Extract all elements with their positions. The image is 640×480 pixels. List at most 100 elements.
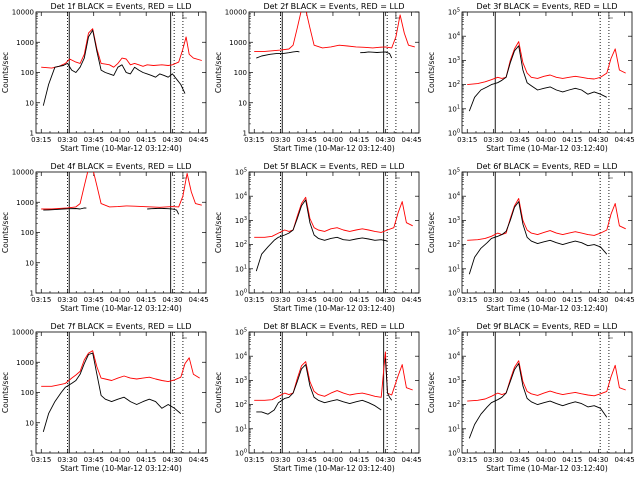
events-series-line: [255, 199, 388, 272]
interval-bracket: [182, 13, 187, 19]
x-tick-label: 03:45: [297, 296, 317, 304]
y-tick-label: 1000: [229, 39, 247, 47]
events-series-line: [360, 51, 393, 59]
x-tick-label: 04:30: [588, 456, 608, 464]
x-tick-label: 04:45: [615, 136, 635, 144]
x-tick-label: 03:45: [510, 456, 530, 464]
x-tick-label: 04:30: [588, 296, 608, 304]
y-tick-label: 10000: [12, 329, 34, 337]
y-tick-label: 10000: [225, 9, 247, 17]
detector-panel: Det 2f BLACK = Events, RED = LLD 03:15 03:…: [213, 0, 426, 160]
y-tick-label: 10000: [12, 169, 34, 177]
y-tick-label: 102: [235, 400, 247, 409]
x-axis-label: Start Time (10-Mar-12 03:12:40): [486, 464, 608, 473]
x-tick-label: 03:15: [31, 456, 51, 464]
detector-chart: Det 2f BLACK = Events, RED = LLD 03:15 03:…: [214, 2, 422, 153]
chart-title: Det 7f BLACK = Events, RED = LLD: [50, 322, 191, 331]
events-series-line: [43, 207, 87, 211]
events-series-line: [256, 364, 382, 415]
x-tick-label: 03:45: [84, 296, 104, 304]
y-tick-label: 100: [21, 69, 34, 77]
lld-series-line: [254, 12, 415, 52]
y-tick-label: 10: [25, 99, 34, 107]
y-axis-label: Counts/sec: [1, 372, 10, 413]
y-axis-label: Counts/sec: [427, 212, 436, 253]
x-tick-label: 04:00: [110, 456, 130, 464]
x-tick-label: 04:30: [375, 296, 395, 304]
y-tick-label: 100: [448, 129, 460, 138]
x-tick-label: 04:15: [562, 456, 582, 464]
plot-frame: [461, 331, 633, 454]
x-tick-label: 04:15: [136, 136, 156, 144]
interval-bracket: [608, 333, 613, 339]
y-tick-label: 100: [448, 289, 460, 298]
y-axis-label: Counts/sec: [427, 52, 436, 93]
y-tick-label: 1: [30, 290, 34, 298]
y-tick-label: 101: [235, 424, 247, 433]
x-axis-label: Start Time (10-Mar-12 03:12:40): [486, 144, 608, 153]
x-tick-label: 04:45: [615, 456, 635, 464]
detector-panel: Det 6f BLACK = Events, RED = LLD 03:15 03:…: [426, 160, 639, 320]
x-tick-label: 03:30: [483, 456, 503, 464]
y-tick-label: 103: [235, 376, 247, 385]
y-axis-label: Counts/sec: [427, 372, 436, 413]
y-tick-label: 102: [448, 240, 460, 249]
events-series-line: [256, 50, 300, 59]
x-axis-label: Start Time (10-Mar-12 03:12:40): [486, 304, 608, 313]
y-tick-label: 104: [235, 352, 247, 361]
series-group: [467, 41, 626, 112]
detector-chart: Det 4f BLACK = Events, RED = LLD 03:15 03:…: [1, 162, 209, 313]
interval-bracket: [182, 173, 187, 179]
lld-series-line: [41, 28, 202, 69]
x-tick-label: 04:15: [349, 456, 369, 464]
events-series-line: [468, 45, 607, 112]
x-tick-label: 04:45: [402, 456, 422, 464]
y-axis-label: Counts/sec: [1, 52, 10, 93]
x-tick-label: 04:30: [162, 296, 182, 304]
detector-panel: Det 3f BLACK = Events, RED = LLD 03:15 03:…: [426, 0, 639, 160]
series-group: [41, 172, 202, 215]
series-group: [41, 28, 202, 106]
series-group: [254, 351, 413, 415]
x-tick-label: 03:45: [84, 136, 104, 144]
plot-frame: [35, 171, 207, 294]
y-tick-label: 10: [238, 99, 247, 107]
y-tick-label: 105: [448, 8, 460, 17]
chart-title: Det 5f BLACK = Events, RED = LLD: [263, 162, 404, 171]
x-tick-label: 04:45: [615, 296, 635, 304]
detector-chart: Det 5f BLACK = Events, RED = LLD 03:15 03:…: [214, 162, 422, 313]
y-tick-label: 103: [235, 216, 247, 225]
x-tick-label: 03:30: [57, 456, 77, 464]
detector-panel: Det 5f BLACK = Events, RED = LLD 03:15 03:…: [213, 160, 426, 320]
events-series-line: [384, 358, 393, 401]
detector-chart: Det 3f BLACK = Events, RED = LLD 03:15 03:…: [427, 2, 635, 153]
series-group: [41, 350, 200, 433]
y-tick-label: 1000: [16, 39, 34, 47]
x-tick-label: 04:00: [323, 136, 343, 144]
x-tick-label: 04:00: [110, 136, 130, 144]
interval-bracket: [608, 13, 613, 19]
y-tick-label: 101: [448, 104, 460, 113]
x-tick-label: 04:30: [375, 136, 395, 144]
detector-panel: Det 7f BLACK = Events, RED = LLD 03:15 03:…: [0, 320, 213, 480]
plot-frame: [248, 11, 420, 134]
y-tick-label: 1: [243, 130, 247, 138]
x-axis-label: Start Time (10-Mar-12 03:12:40): [60, 304, 182, 313]
detector-panel: Det 9f BLACK = Events, RED = LLD 03:15 03:…: [426, 320, 639, 480]
x-tick-label: 04:30: [162, 456, 182, 464]
y-tick-label: 102: [448, 80, 460, 89]
lld-series-line: [467, 198, 626, 241]
x-tick-label: 03:15: [457, 456, 477, 464]
x-tick-label: 03:30: [270, 296, 290, 304]
lld-series-line: [467, 360, 626, 402]
y-tick-label: 100: [21, 389, 34, 397]
lld-series-line: [254, 196, 413, 238]
interval-bracket: [608, 173, 613, 179]
detector-panel: Det 8f BLACK = Events, RED = LLD 03:15 03:…: [213, 320, 426, 480]
x-tick-label: 04:45: [189, 296, 209, 304]
y-tick-label: 101: [448, 264, 460, 273]
interval-bracket: [395, 333, 400, 339]
x-tick-label: 04:45: [189, 136, 209, 144]
y-tick-label: 104: [448, 192, 460, 201]
